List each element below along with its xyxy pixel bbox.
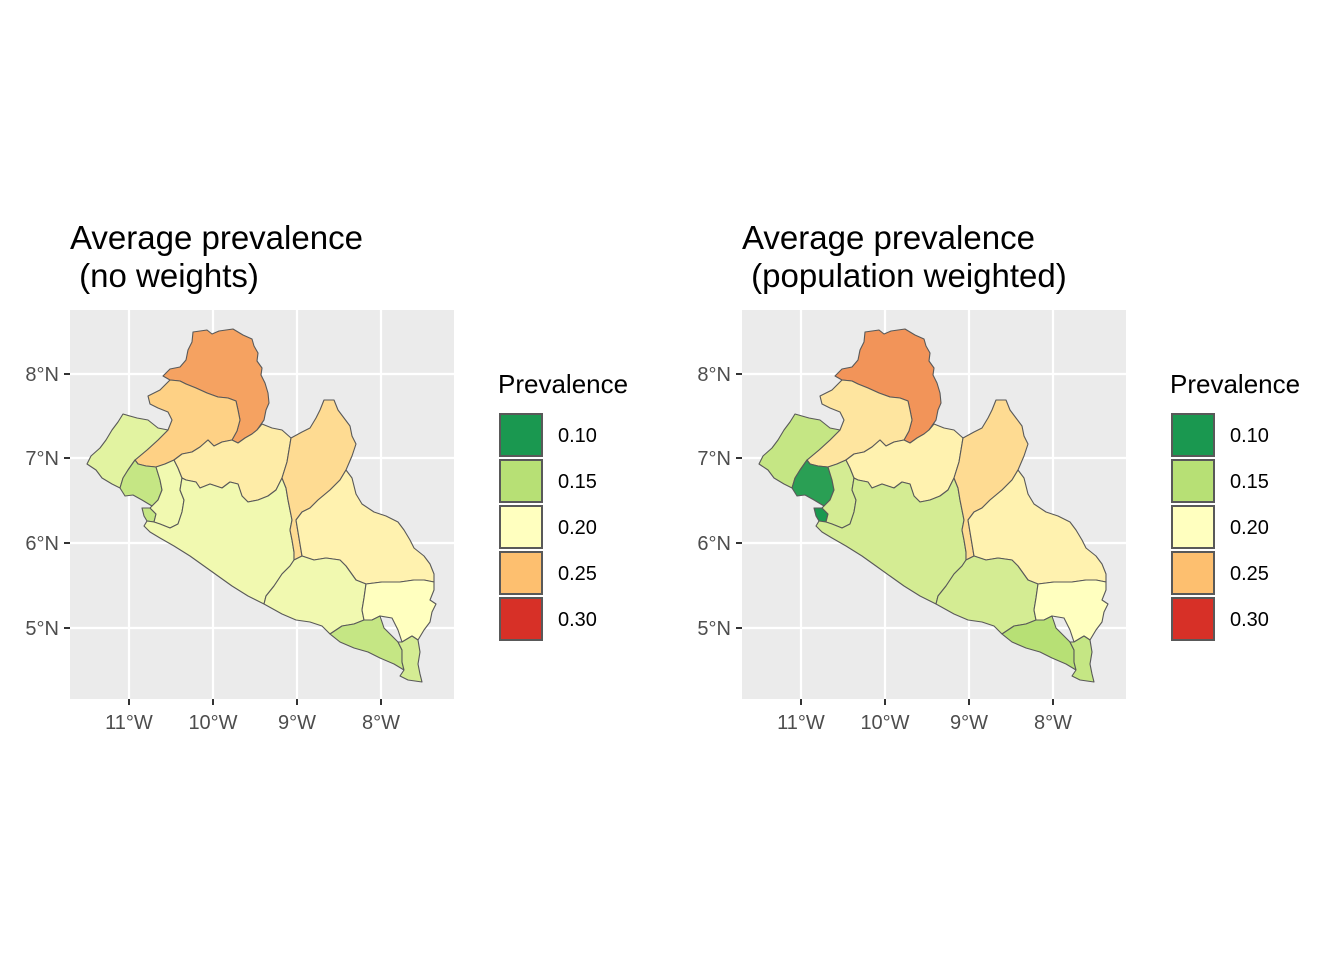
legend: Prevalence 0.10 0.15 0.20 0.25 0.30 [1170, 369, 1300, 641]
district-south-tip [1069, 635, 1095, 683]
panel-title-line2: (population weighted) [742, 257, 1067, 294]
legend-key [1171, 459, 1215, 503]
panel-title-line2: (no weights) [70, 257, 259, 294]
district-layer [86, 328, 437, 683]
panel-title-line1: Average prevalence [70, 219, 363, 256]
y-tick-label: 7°N [697, 448, 731, 470]
legend-key [499, 551, 543, 595]
map-panel-population-weighted: Average prevalence (population weighted) [697, 219, 1300, 734]
legend-label: 0.20 [1230, 517, 1269, 539]
legend-key [499, 413, 543, 457]
y-axis-labels: 8°N 7°N 6°N 5°N [697, 364, 731, 640]
x-tick-label: 9°W [278, 712, 316, 734]
x-tick-label: 10°W [860, 712, 909, 734]
y-tick-label: 6°N [25, 533, 59, 555]
y-tick-label: 5°N [25, 618, 59, 640]
x-tick-label: 10°W [188, 712, 237, 734]
district-layer [758, 328, 1109, 683]
legend-key [499, 597, 543, 641]
legend-title: Prevalence [498, 369, 628, 399]
x-tick-label: 8°W [362, 712, 400, 734]
legend-label: 0.30 [1230, 609, 1269, 631]
legend-title: Prevalence [1170, 369, 1300, 399]
y-tick-label: 8°N [25, 364, 59, 386]
legend-label: 0.25 [1230, 563, 1269, 585]
legend-key [1171, 413, 1215, 457]
legend-label: 0.15 [558, 471, 597, 493]
legend-key [499, 459, 543, 503]
legend: Prevalence 0.10 0.15 0.20 0.25 0.30 [498, 369, 628, 641]
legend-key [1171, 505, 1215, 549]
x-tick-label: 9°W [950, 712, 988, 734]
legend-label: 0.10 [558, 425, 597, 447]
y-tick-label: 7°N [25, 448, 59, 470]
y-axis-labels: 8°N 7°N 6°N 5°N [25, 364, 59, 640]
axis-ticks [64, 373, 382, 705]
x-tick-label: 11°W [105, 712, 153, 734]
district-south-tip [397, 635, 423, 683]
x-axis-labels: 11°W 10°W 9°W 8°W [777, 712, 1072, 734]
panel-title-line1: Average prevalence [742, 219, 1035, 256]
axis-ticks [736, 373, 1054, 705]
legend-label: 0.15 [1230, 471, 1269, 493]
legend-label: 0.10 [1230, 425, 1269, 447]
legend-key [1171, 597, 1215, 641]
legend-label: 0.20 [558, 517, 597, 539]
map-panel-no-weights: Average prevalence (no weights) [25, 219, 628, 734]
legend-key [499, 505, 543, 549]
x-axis-labels: 11°W 10°W 9°W 8°W [105, 712, 400, 734]
x-tick-label: 8°W [1034, 712, 1072, 734]
x-tick-label: 11°W [777, 712, 825, 734]
legend-key [1171, 551, 1215, 595]
y-tick-label: 6°N [697, 533, 731, 555]
legend-label: 0.30 [558, 609, 597, 631]
y-tick-label: 5°N [697, 618, 731, 640]
legend-label: 0.25 [558, 563, 597, 585]
y-tick-label: 8°N [697, 364, 731, 386]
